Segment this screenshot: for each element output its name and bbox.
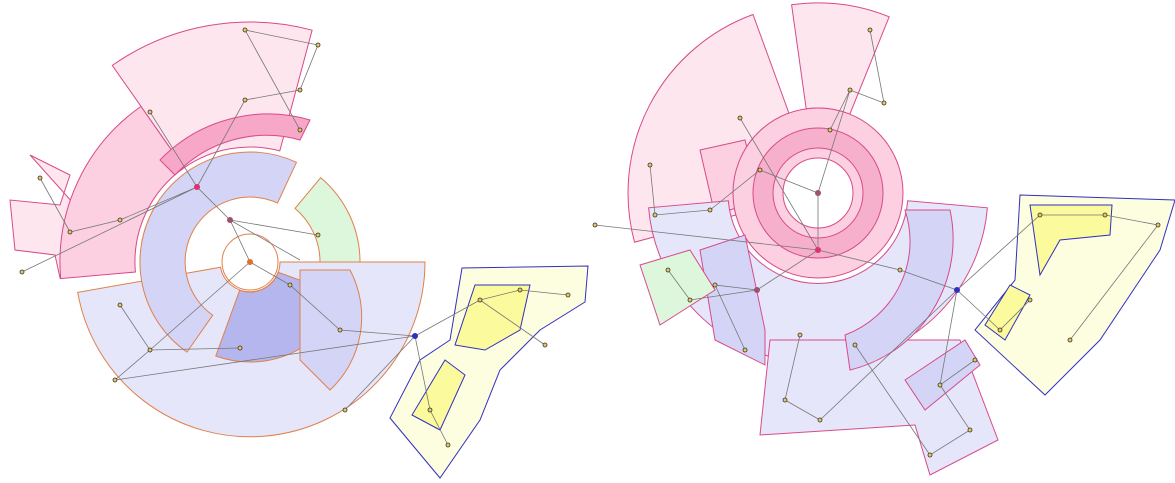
right-diagram bbox=[592, 2, 1175, 476]
nodes bbox=[19, 27, 571, 448]
region-pink bbox=[59, 105, 185, 280]
region-yellow bbox=[454, 284, 531, 351]
region-blue bbox=[844, 209, 954, 371]
region-pink-top bbox=[791, 2, 890, 115]
nodes bbox=[592, 27, 1161, 458]
region-blue-right bbox=[299, 269, 363, 391]
region-yellow bbox=[1029, 204, 1113, 277]
region-blue bbox=[699, 234, 766, 366]
region-pink-band bbox=[159, 113, 311, 176]
left-diagram bbox=[9, 21, 589, 479]
region-blue bbox=[904, 339, 981, 411]
region-blue bbox=[139, 151, 298, 353]
region-green bbox=[294, 176, 361, 263]
region-green bbox=[639, 249, 716, 326]
